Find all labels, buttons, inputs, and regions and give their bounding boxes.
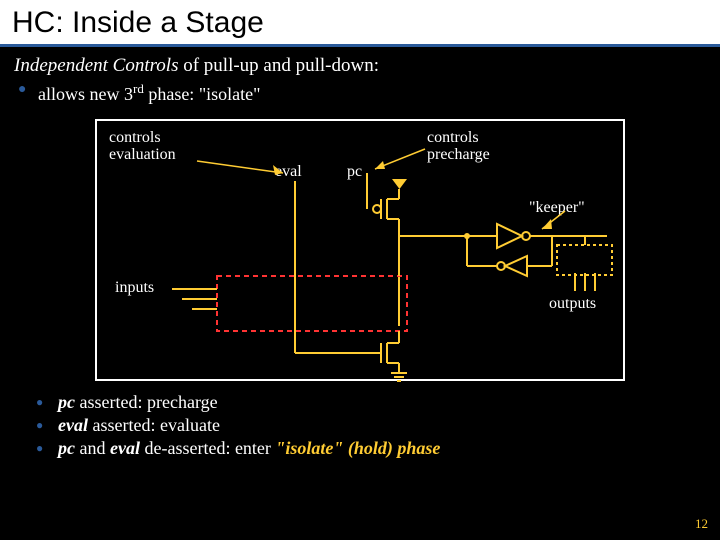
b1-mid: asserted: bbox=[75, 392, 147, 412]
subtitle-rest: of pull-up and pull-down: bbox=[178, 55, 379, 76]
b3-i2: eval bbox=[110, 438, 140, 458]
bullet-sup: rd bbox=[133, 81, 144, 96]
bottom-bullets: pc asserted: precharge eval asserted: ev… bbox=[0, 381, 720, 460]
bullet-isolate: pc and eval de-asserted: enter "isolate"… bbox=[36, 437, 720, 460]
circuit-svg bbox=[97, 121, 627, 383]
b3-m2: de-asserted: enter bbox=[140, 438, 275, 458]
slide-number: 12 bbox=[695, 516, 708, 532]
b1-end: precharge bbox=[147, 392, 218, 412]
circuit-diagram: controls evaluation eval pc controls pre… bbox=[95, 119, 625, 381]
bullet-text-b: phase: "isolate" bbox=[144, 84, 261, 104]
b3-yel: "isolate" (hold) phase bbox=[275, 438, 440, 458]
b1-ital: pc bbox=[58, 392, 75, 412]
b2-mid: asserted: bbox=[92, 415, 159, 435]
bullet-pc: pc asserted: precharge bbox=[36, 391, 720, 414]
slide-title: HC: Inside a Stage bbox=[0, 0, 720, 47]
subtitle-ital: Independent Controls bbox=[14, 55, 178, 76]
b2-ital: eval bbox=[58, 415, 92, 435]
bullet-eval: eval asserted: evaluate bbox=[36, 414, 720, 437]
sub-bullet: allows new 3rd phase: "isolate" bbox=[0, 79, 720, 105]
b3-m1: and bbox=[75, 438, 110, 458]
bullet-text-a: allows new 3 bbox=[38, 84, 133, 104]
b2-end: evaluate bbox=[160, 415, 220, 435]
subtitle: Independent Controls of pull-up and pull… bbox=[0, 47, 720, 79]
b3-i1: pc bbox=[58, 438, 75, 458]
